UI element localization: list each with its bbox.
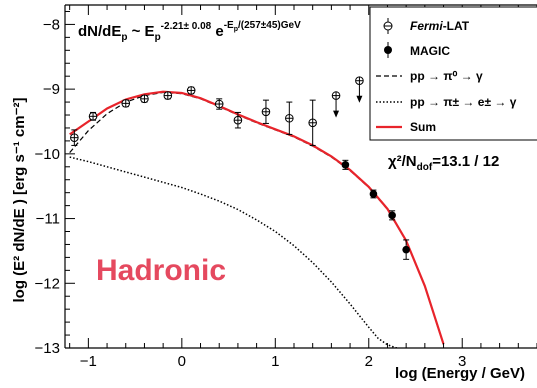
legend-magic-label: MAGIC xyxy=(410,44,450,58)
model-curves xyxy=(69,90,445,348)
magic-point xyxy=(341,161,350,169)
magic-point xyxy=(388,211,396,220)
y-tick-label: −9 xyxy=(43,81,60,98)
data-points xyxy=(70,76,410,260)
x-tick-label: −1 xyxy=(80,353,97,370)
legend-fermi-marker xyxy=(383,18,393,34)
x-tick-label: 2 xyxy=(365,353,373,370)
y-tick-label: −11 xyxy=(36,211,60,228)
y-tick-label: −13 xyxy=(35,340,60,357)
legend-pipm-label: pp → π± → e± → γ xyxy=(410,95,517,109)
legend-magic-marker xyxy=(384,42,392,58)
legend: Fermi-LAT MAGIC pp → π⁰ → γ pp → π± → e±… xyxy=(369,6,537,141)
legend-box xyxy=(369,6,537,141)
fermi-upper-limit-arrow xyxy=(356,95,363,103)
x-tick-label: 3 xyxy=(458,353,466,370)
fermi-upper-limit-arrow xyxy=(333,110,340,118)
axes: −1 0 1 2 3−13−12−11−10−9−8 xyxy=(35,4,537,370)
x-tick-label: 0 xyxy=(178,353,186,370)
sum-curve xyxy=(69,90,445,345)
legend-pi0-label: pp → π⁰ → γ xyxy=(410,69,483,83)
hadronic-label: Hadronic xyxy=(96,254,226,287)
y-tick-label: −10 xyxy=(35,146,60,163)
magic-point xyxy=(369,190,378,198)
y-axis-label: log (E² dN/dE ) [erg s⁻¹ cm⁻²] xyxy=(11,97,28,302)
pipm-dotted-curve xyxy=(69,156,398,348)
y-tick-label: −8 xyxy=(43,16,60,33)
magic-point xyxy=(402,245,410,254)
x-tick-label: 1 xyxy=(271,353,279,370)
y-tick-label: −12 xyxy=(35,275,60,292)
x-axis-label: log (Energy / GeV) xyxy=(395,365,525,382)
formula-annotation: dN/dEp ~ Ep-2.21± 0.08 e-Ep/(257±45)GeV xyxy=(78,20,301,43)
chi2-annotation: χ²/Ndof=13.1 / 12 xyxy=(388,153,499,173)
legend-sum-label: Sum xyxy=(410,120,436,134)
legend-fermi-label: Fermi-LAT xyxy=(410,19,470,33)
